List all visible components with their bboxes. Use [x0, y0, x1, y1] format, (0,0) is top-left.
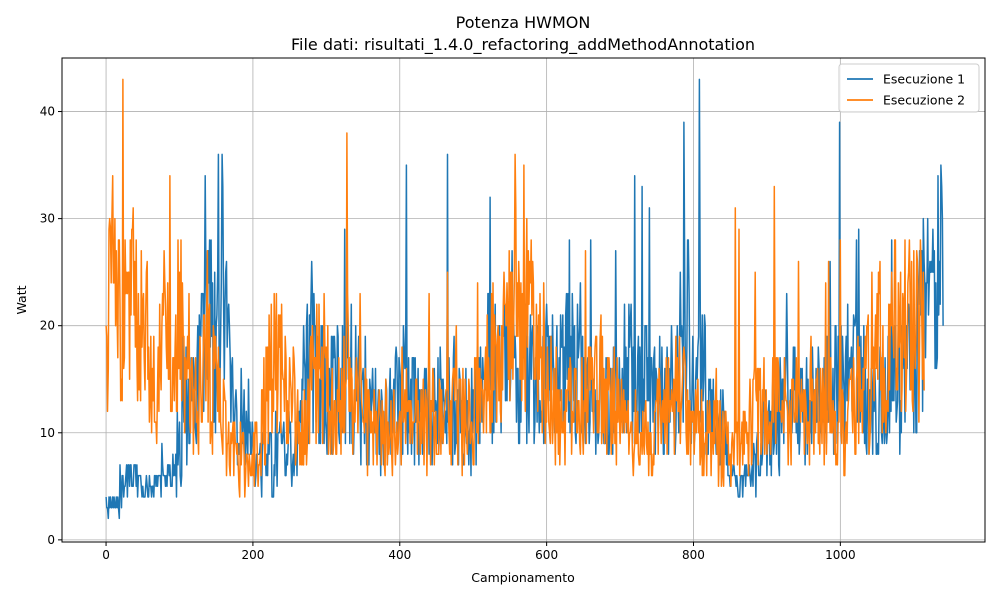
x-axis-label: Campionamento: [471, 570, 575, 585]
y-tick-label: 40: [40, 105, 55, 119]
chart-title: Potenza HWMON: [456, 13, 591, 32]
x-tick-label: 1000: [825, 548, 856, 562]
legend: Esecuzione 1 Esecuzione 2: [838, 63, 980, 113]
series-layer: [105, 78, 944, 520]
x-tick-label: 800: [682, 548, 705, 562]
y-tick-label: 20: [40, 319, 55, 333]
y-tick-label: 30: [40, 212, 55, 226]
x-axis-ticks: 0 200 400 600 800 1000: [102, 542, 856, 562]
y-tick-label: 0: [47, 533, 55, 547]
plot-frame: [61, 57, 986, 543]
legend-box: [838, 63, 980, 113]
y-axis-ticks: 0 10 20 30 40: [40, 105, 62, 547]
x-tick-label: 600: [535, 548, 558, 562]
x-tick-label: 400: [388, 548, 411, 562]
x-tick-label: 200: [241, 548, 264, 562]
legend-label-1: Esecuzione 1: [883, 72, 965, 87]
y-tick-label: 10: [40, 426, 55, 440]
legend-label-2: Esecuzione 2: [883, 93, 965, 108]
y-axis-label: Watt: [14, 285, 29, 314]
chart-subtitle: File dati: risultati_1.4.0_refactoring_a…: [291, 35, 755, 55]
x-tick-label: 0: [102, 548, 110, 562]
series-line-2: [105, 78, 925, 498]
